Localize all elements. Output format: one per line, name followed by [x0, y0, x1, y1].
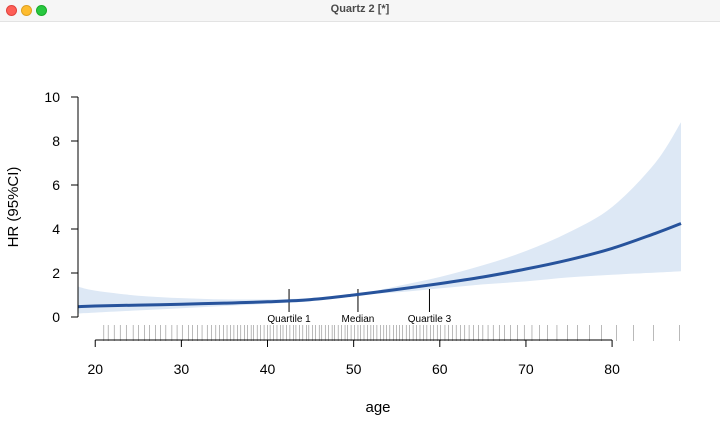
x-tick-label: 20: [87, 361, 103, 377]
x-axis-label: age: [365, 399, 390, 416]
annotation-label: Quartile 1: [267, 314, 311, 325]
window-title: Quartz 2 [*]: [330, 3, 390, 15]
x-tick-label: 30: [174, 361, 190, 377]
minimize-window-button[interactable]: [21, 5, 32, 16]
hr-estimate-line: [77, 222, 682, 309]
y-tick-label: 0: [52, 309, 60, 325]
x-tick-label: 80: [604, 361, 620, 377]
x-tick-label: 60: [432, 361, 448, 377]
y-tick-label: 6: [52, 177, 60, 193]
y-axis-label: HR (95%CI): [5, 167, 22, 248]
x-tick-label: 40: [260, 361, 276, 377]
y-tick-label: 10: [44, 89, 60, 105]
x-tick-label: 70: [518, 361, 534, 377]
chart-plot: Quartile 1 Median Quartile 3 0 2 4 6 8 10 20 30 4…: [5, 89, 682, 416]
close-window-button[interactable]: [6, 5, 17, 16]
y-tick-label: 8: [52, 133, 60, 149]
annotation-label: Quartile 3: [408, 314, 452, 325]
annotation-label: Median: [342, 314, 375, 325]
zoom-window-button[interactable]: [36, 5, 47, 16]
title-bar: Quartz 2 [*]: [0, 0, 720, 22]
y-tick-label: 2: [52, 265, 60, 281]
confidence-band: [78, 122, 681, 314]
y-tick-label: 4: [52, 221, 60, 237]
x-tick-label: 50: [346, 361, 362, 377]
